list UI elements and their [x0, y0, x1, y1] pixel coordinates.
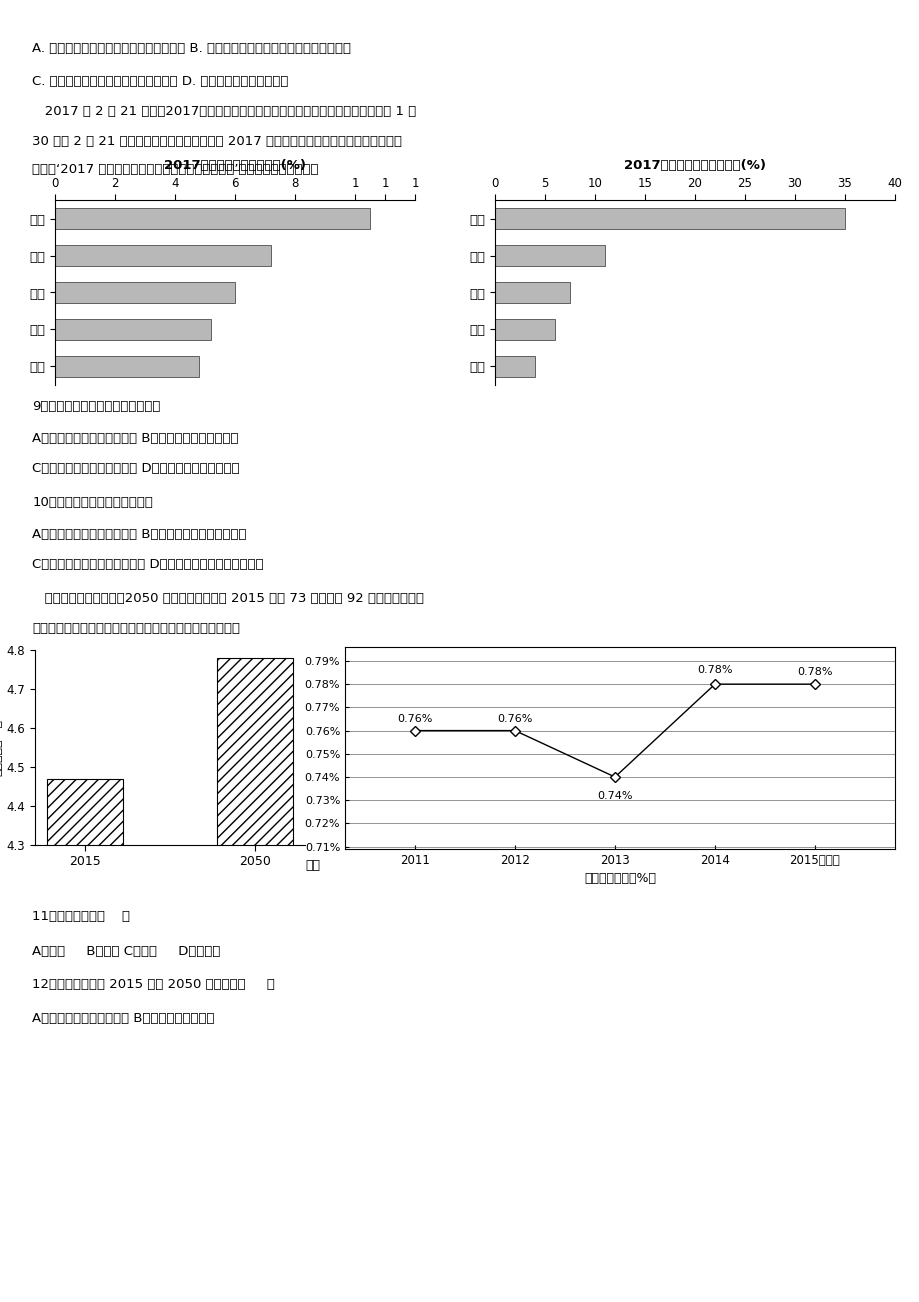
Text: 0.74%: 0.74% [596, 790, 632, 801]
Text: 2017 年 2 月 21 日，《2017年春运返程网络购票大数据报告》火热出炉，报告选定 1 月: 2017 年 2 月 21 日，《2017年春运返程网络购票大数据报告》火热出炉… [32, 105, 416, 118]
Text: 年份: 年份 [305, 858, 320, 871]
Text: A．老龄人口数量逐渐减少 B．人口数量增长较快: A．老龄人口数量逐渐减少 B．人口数量增长较快 [32, 1012, 214, 1025]
Text: A．增加沿海地区的人口容量 B．减缓中西部地区的老龄化: A．增加沿海地区的人口容量 B．减缓中西部地区的老龄化 [32, 529, 246, 542]
Text: 占世界的百分比和人口增长率变化示意图。回答下列各题。: 占世界的百分比和人口增长率变化示意图。回答下列各题。 [32, 622, 240, 635]
Bar [47, 779, 123, 1302]
Title: 2017年春运返程主要到达地(%): 2017年春运返程主要到达地(%) [623, 159, 766, 172]
Bar [494, 357, 535, 376]
Bar [216, 658, 292, 1302]
Text: 0.76%: 0.76% [497, 713, 532, 724]
Text: A．中国     B．印度 C．美国     D．俄罗斯: A．中国 B．印度 C．美国 D．俄罗斯 [32, 945, 221, 958]
Bar [55, 283, 234, 302]
Bar [55, 357, 199, 376]
Text: C. 京津唐、长江三角洲地区经济的发展 D. 农村生存环境已优于城市: C. 京津唐、长江三角洲地区经济的发展 D. 农村生存环境已优于城市 [32, 76, 289, 89]
Bar [494, 283, 570, 302]
Bar [55, 208, 369, 229]
Bar [494, 245, 605, 266]
Text: 0.78%: 0.78% [697, 665, 732, 674]
Text: 10．这种人口流动的有利影响是: 10．这种人口流动的有利影响是 [32, 496, 153, 509]
Y-axis label: 人口比重（%）: 人口比重（%） [0, 719, 4, 776]
Text: A. 该市因经济发展速度减缓而出现民工荒 B. 该市生态环境恶化，人口迁入量逐年减小: A. 该市因经济发展速度减缓而出现民工荒 B. 该市生态环境恶化，人口迁入量逐年… [32, 42, 351, 55]
Text: 9．导致图示人口流动的主要原因是: 9．导致图示人口流动的主要原因是 [32, 400, 161, 413]
Bar [494, 208, 844, 229]
Text: 11．该国可能是（    ）: 11．该国可能是（ ） [32, 910, 130, 923]
Text: C．促进东部地区的城市化进程 D．缓解了东部地区的就业压力: C．促进东部地区的城市化进程 D．缓解了东部地区的就业压力 [32, 559, 264, 572]
Bar [494, 319, 554, 340]
Bar [55, 319, 210, 340]
Bar [55, 245, 271, 266]
Title: 2017年春运返程主要出发地(%): 2017年春运返程主要出发地(%) [164, 159, 306, 172]
Text: 据世界人口组织预测，2050 年，世界人口将由 2015 年的 73 亿增长到 92 亿。读某国人口: 据世界人口组织预测，2050 年，世界人口将由 2015 年的 73 亿增长到 … [32, 592, 424, 605]
Text: A．经济发展水平的地区差异 B．人口密度地区分布不均: A．经济发展水平的地区差异 B．人口密度地区分布不均 [32, 432, 238, 445]
Text: C．自然资源地区分布不均匀 D．交通线路地区分布差异: C．自然资源地区分布不均匀 D．交通线路地区分布差异 [32, 462, 240, 475]
Text: 30 日至 2 月 21 日春节后出发的列车数据，对 2017 春运返程形势进行了整体描述和分析。: 30 日至 2 月 21 日春节后出发的列车数据，对 2017 春运返程形势进行… [32, 135, 402, 148]
Text: 0.78%: 0.78% [797, 667, 832, 677]
X-axis label: 人口增长（年度%）: 人口增长（年度%） [584, 872, 655, 885]
Text: 下图为‘2017 年春运返程主要出发地和到达地统计图’。读图完成下列各题。: 下图为‘2017 年春运返程主要出发地和到达地统计图’。读图完成下列各题。 [32, 163, 318, 176]
Text: 12．根据预测，从 2015 年到 2050 年，该国（     ）: 12．根据预测，从 2015 年到 2050 年，该国（ ） [32, 978, 275, 991]
Text: 0.76%: 0.76% [397, 713, 432, 724]
